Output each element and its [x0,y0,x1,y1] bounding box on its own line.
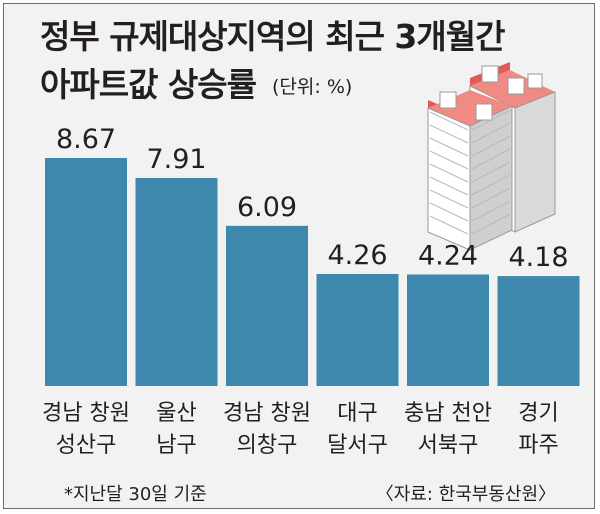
category-label-4-line1: 대구 [337,401,377,426]
chart-title-line1: 정부 규제대상지역의 최근 3개월간 [40,17,505,56]
category-label-1-line1: 경남 창원 [42,401,130,426]
category-label-2-line2: 남구 [156,433,196,458]
chart-title-line2: 아파트값 상승률 [40,65,257,104]
category-label-6-line1: 경기 [518,401,558,426]
category-label-2-line1: 울산 [156,401,196,426]
value-label-2: 7.91 [146,144,206,175]
value-label-1: 8.67 [56,124,116,155]
category-label-5-line2: 서북구 [418,433,479,458]
bar-2 [135,177,218,386]
category-label-6-line2: 파주 [518,433,558,458]
apartment-buildings-icon [427,62,556,251]
bar-1 [45,157,127,386]
category-label-1-line2: 성산구 [56,433,117,458]
value-label-3: 6.09 [237,192,297,223]
bar-3 [226,225,308,386]
value-label-4: 4.26 [327,240,387,271]
bar-4 [316,273,399,386]
source-label: 〈자료: 한국부동산원〉 [375,484,556,505]
value-label-5: 4.24 [418,240,478,271]
category-label-5-line1: 충남 천안 [404,401,492,426]
value-label-6: 4.18 [508,242,568,273]
category-label-3-line2: 의창구 [237,433,298,458]
footnote: *지난달 30일 기준 [64,484,207,505]
bar-5 [407,274,489,386]
category-label-4-line2: 달서구 [327,433,388,458]
bar-6 [497,276,580,386]
unit-label: (단위: %) [272,76,353,98]
category-label-3-line1: 경남 창원 [223,401,311,426]
